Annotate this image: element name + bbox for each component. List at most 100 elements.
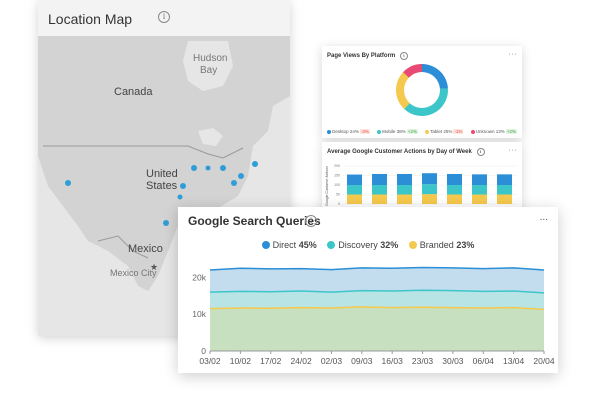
north-america-land [38,36,290,291]
more-options-icon[interactable]: ··· [508,51,517,58]
bar-phone-calls[interactable] [422,184,437,195]
legend-item-unknown: Unknown 13% +2% [470,129,517,134]
bar-phone-calls[interactable] [472,185,487,195]
map-pin [191,165,197,171]
page-views-legend: Desktop 24% -3% Mobile 38% +2% Tablet 25% -… [322,129,522,134]
search-queries-card: Google Search Queries i ... Direct 45% D… [178,207,558,373]
legend-item-branded[interactable]: Branded 23% [408,240,474,250]
donut-slice-tablet[interactable] [396,72,410,109]
y-tick-label: 0 [201,346,206,356]
legend-swatch [425,129,430,134]
legend-swatch [470,129,475,134]
bar-get-directions[interactable] [372,173,387,185]
x-tick-label: 06/04 [473,356,495,366]
page-views-donut-chart [396,64,448,116]
bar-website-clicks[interactable] [372,194,387,205]
info-icon[interactable]: i [399,52,408,60]
legend-swatch [327,241,336,249]
bar-get-directions[interactable] [422,173,437,185]
bar-phone-calls[interactable] [447,185,462,195]
legend-swatch [261,241,270,249]
bar-website-clicks[interactable] [422,194,437,204]
hudson-bay-water [183,41,233,91]
map-label: Mexico City [110,268,157,278]
bar-get-directions[interactable] [397,173,412,185]
map-label: Canada [114,86,153,98]
info-icon[interactable]: i [158,11,170,23]
map-pin [177,194,183,200]
change-badge: +2% [406,129,418,134]
bar-phone-calls[interactable] [347,185,362,195]
line-branded[interactable] [209,306,545,311]
donut-slice-mobile[interactable] [404,88,448,116]
x-tick-label: 09/03 [351,356,373,366]
donut-slice-unknown[interactable] [403,64,422,78]
info-icon[interactable]: i [476,148,485,156]
x-tick-label: 13/04 [503,356,525,366]
map-label: Mexico [128,243,163,255]
info-icon[interactable]: i [305,215,317,227]
line-discovery[interactable] [209,289,545,294]
location-map-card: Location Map i Hudson Bay Canada United … [38,0,290,336]
change-badge: -3% [359,129,370,134]
star-icon: ★ [150,262,159,272]
bar-website-clicks[interactable] [397,194,412,205]
map-pin [220,165,226,171]
legend-swatch [408,241,417,249]
x-tick-label: 03/02 [199,356,221,366]
bar-get-directions[interactable] [497,174,512,185]
search-queries-legend: Direct 45% Discovery 32% Branded 23% [178,240,558,250]
legend-item-desktop: Desktop 24% -3% [327,129,370,134]
y-tick-label: 10k [192,309,206,319]
bar-website-clicks[interactable] [347,194,362,205]
page-views-title: Page Views By Platform i [327,52,408,60]
customer-actions-title: Average Google Customer Actions by Day o… [327,148,485,156]
map-pin [163,220,169,226]
y-tick-label: 50 [336,193,340,197]
x-tick-label: 20/04 [533,356,555,366]
y-axis-label: Google Customer Actions [325,166,329,206]
y-tick-label: 150 [334,174,340,178]
map-pin [252,161,258,167]
map-canvas[interactable] [38,36,290,336]
x-tick-label: 10/02 [230,356,252,366]
x-tick-label: 23/03 [412,356,434,366]
legend-item-mobile: Mobile 38% +2% [377,129,418,134]
bar-get-directions[interactable] [472,174,487,185]
bar-phone-calls[interactable] [372,185,387,195]
bar-phone-calls[interactable] [497,185,512,195]
map-pin [65,180,71,186]
map-pin [231,180,237,186]
bar-website-clicks[interactable] [447,194,462,205]
map-pin [205,165,211,171]
area-branded [210,306,544,351]
map-label: Hudson [193,53,228,64]
x-tick-label: 02/03 [321,356,343,366]
legend-item-tablet: Tablet 25% -1% [425,129,464,134]
x-tick-label: 24/02 [290,356,312,366]
change-badge: -1% [453,129,464,134]
page-views-card: Page Views By Platform i ··· Desktop 24%… [322,46,522,138]
line-direct[interactable] [209,266,545,271]
bar-phone-calls[interactable] [397,185,412,195]
map-label: States [146,180,178,192]
y-tick-label: 100 [334,183,340,187]
bar-get-directions[interactable] [347,174,362,185]
map-pin [238,173,244,179]
border-line [43,145,244,159]
more-options-icon[interactable]: ··· [508,147,517,154]
legend-swatch [327,129,332,134]
x-tick-label: 17/02 [260,356,282,366]
map-label: Bay [200,65,218,76]
legend-item-discovery[interactable]: Discovery 32% [327,240,398,250]
x-tick-label: 30/03 [442,356,464,366]
bar-website-clicks[interactable] [497,194,512,205]
y-tick-label: 20k [192,272,206,282]
more-options-icon[interactable]: ... [539,212,548,223]
map-card-title: Location Map [48,11,133,27]
bar-website-clicks[interactable] [472,194,487,205]
legend-item-direct[interactable]: Direct 45% [261,240,317,250]
map-label: United [146,168,178,180]
donut-slice-desktop[interactable] [422,64,448,89]
bar-get-directions[interactable] [447,173,462,185]
